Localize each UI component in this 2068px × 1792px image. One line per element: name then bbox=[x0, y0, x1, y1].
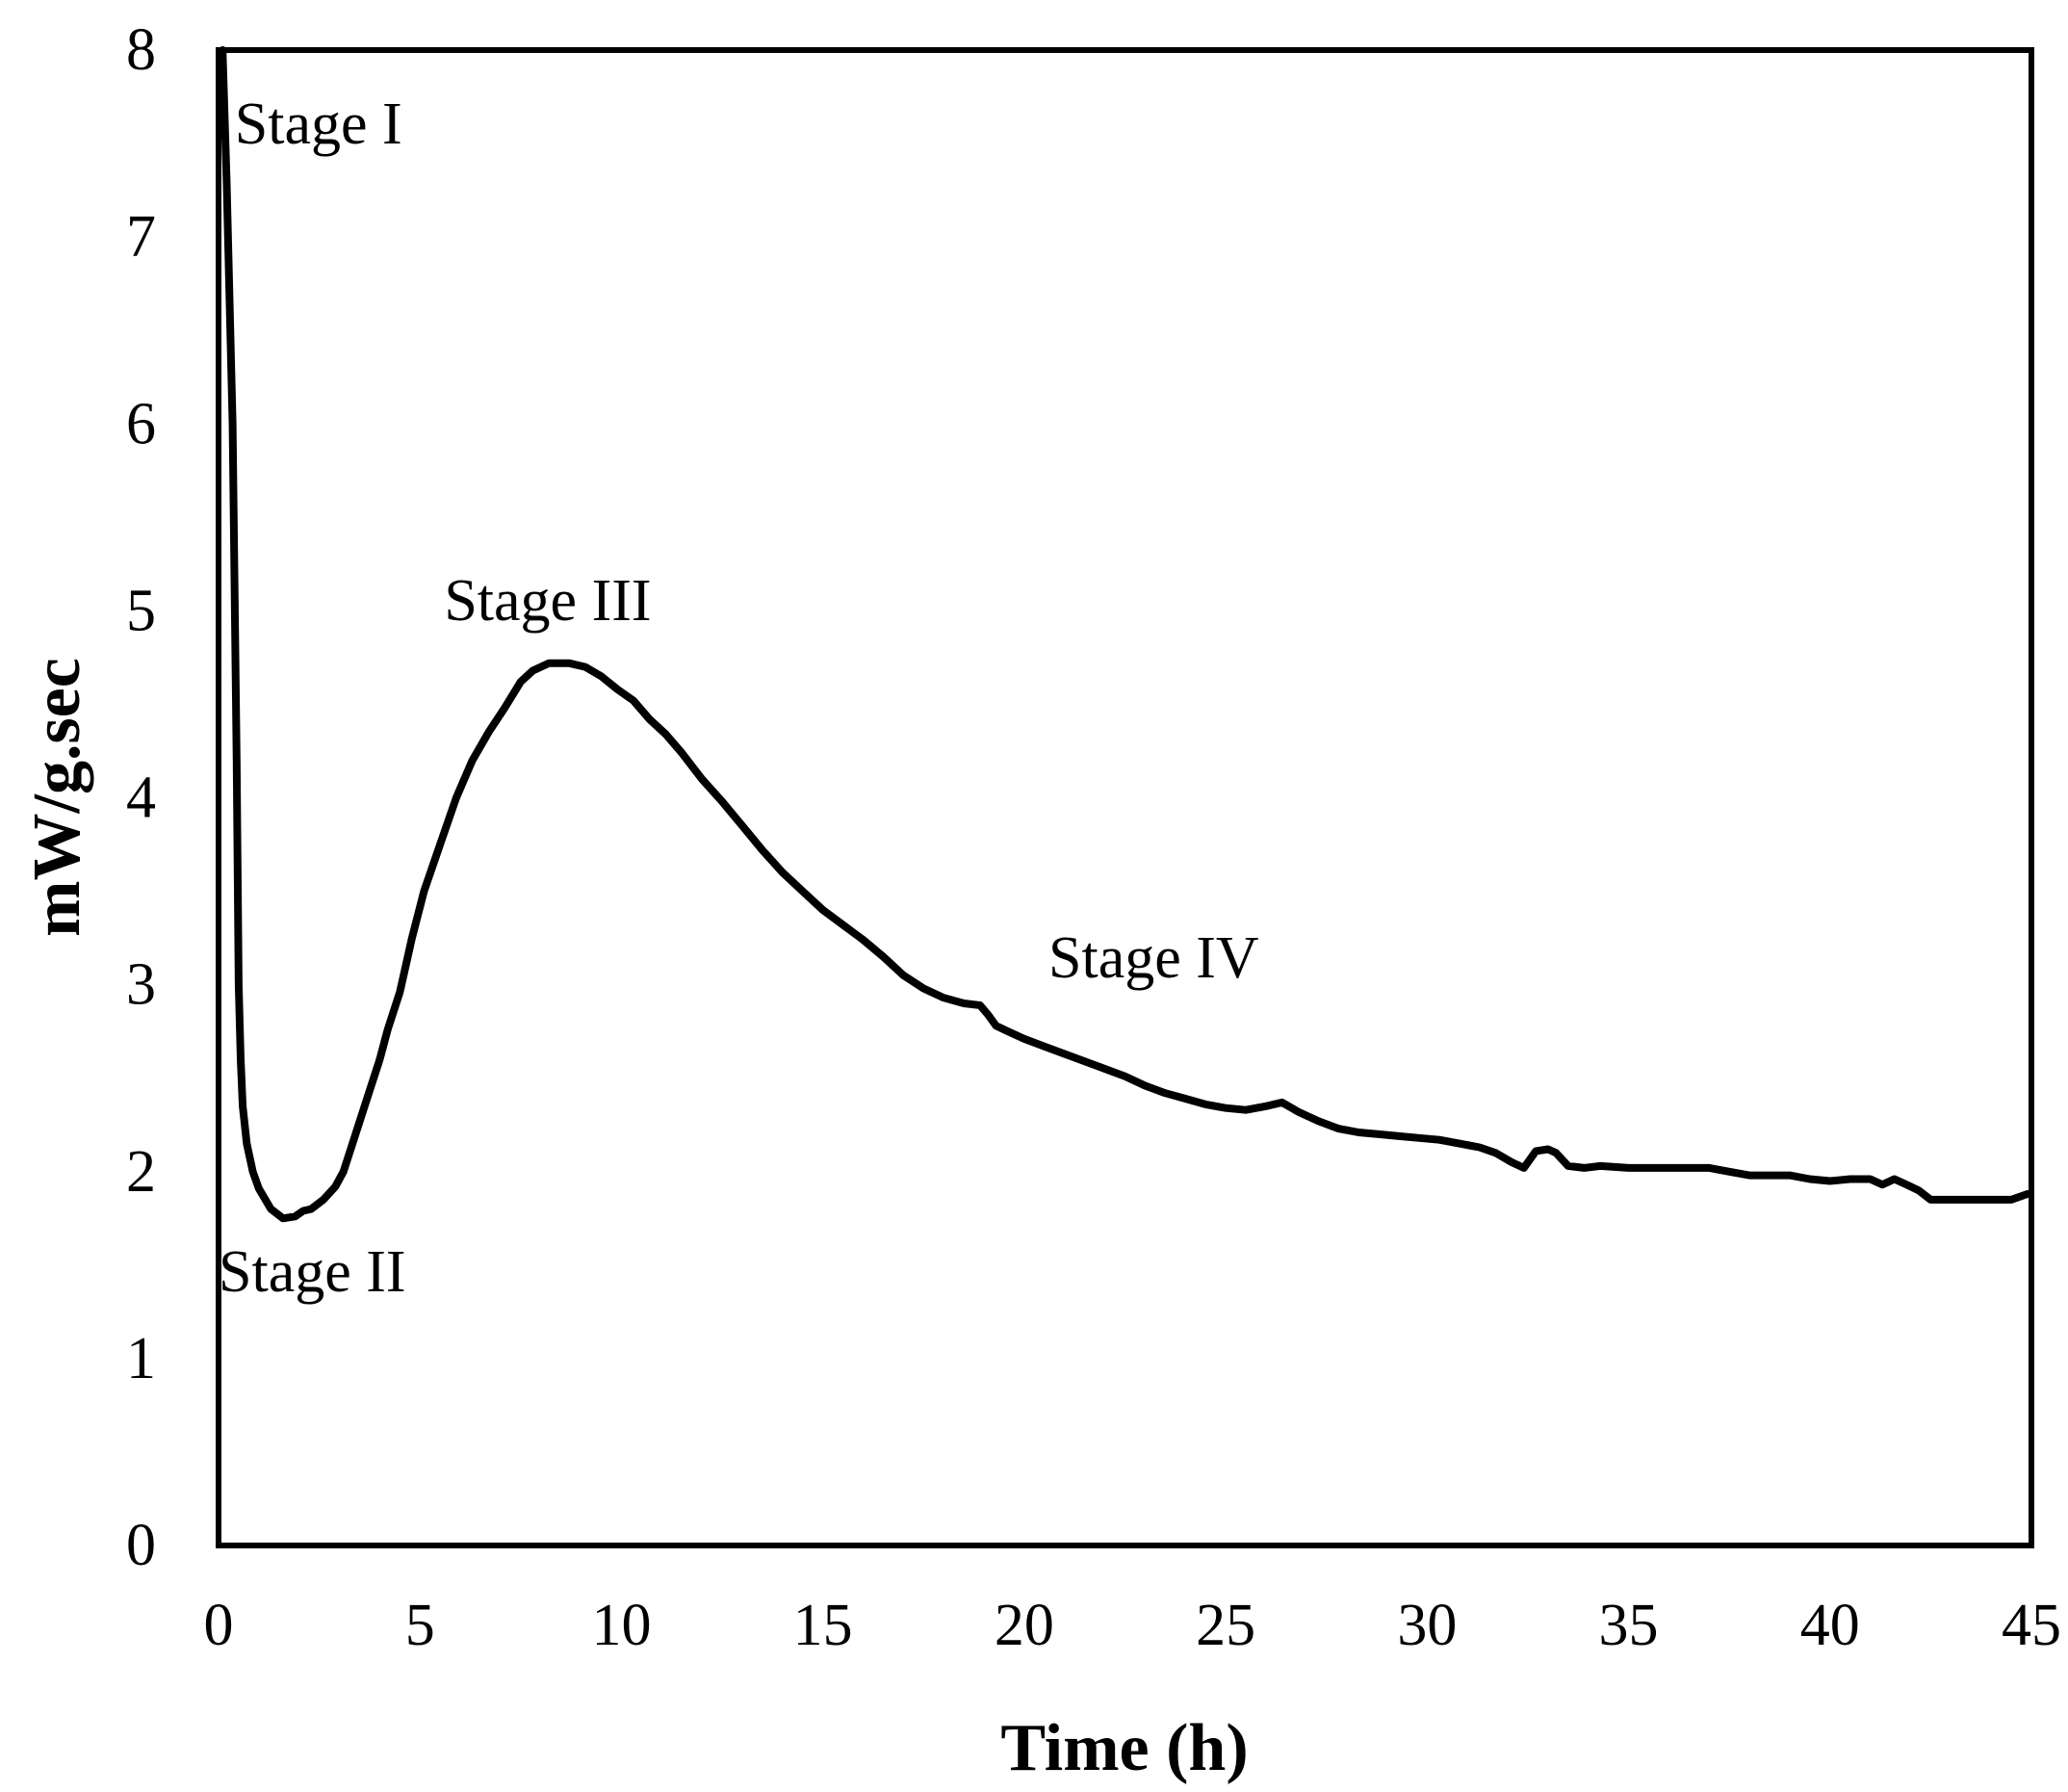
y-tick-label: 5 bbox=[126, 578, 156, 643]
stage-annotation: Stage I bbox=[235, 91, 402, 157]
y-tick-label: 2 bbox=[126, 1139, 156, 1205]
stage-annotation: Stage IV bbox=[1048, 925, 1259, 991]
annotations: Stage I Stage II Stage III Stage IV bbox=[219, 91, 1259, 1305]
stage-annotation: Stage II bbox=[219, 1239, 406, 1305]
x-tick-label: 45 bbox=[2002, 1593, 2061, 1658]
y-axis-label: mW/g.sec bbox=[20, 658, 94, 937]
x-tick-label: 15 bbox=[793, 1593, 853, 1658]
y-tick-label: 7 bbox=[126, 204, 156, 270]
x-tick-label: 10 bbox=[591, 1593, 651, 1658]
stage-annotation: Stage III bbox=[444, 568, 651, 634]
y-tick-label: 6 bbox=[126, 391, 156, 456]
x-tick-label: 0 bbox=[204, 1593, 234, 1658]
y-tick-label: 4 bbox=[126, 766, 156, 831]
plot-area-frame bbox=[216, 47, 2034, 1548]
x-tick-label: 20 bbox=[995, 1593, 1054, 1658]
x-axis-label: Time (h) bbox=[1000, 1711, 1248, 1785]
y-tick-label: 8 bbox=[126, 17, 156, 83]
x-tick-label: 25 bbox=[1196, 1593, 1255, 1658]
x-tick-label: 30 bbox=[1397, 1593, 1457, 1658]
x-tick-label: 40 bbox=[1800, 1593, 1860, 1658]
y-axis: 0 1 2 3 4 5 6 7 8 bbox=[126, 17, 156, 1578]
y-tick-label: 0 bbox=[126, 1513, 156, 1578]
x-tick-label: 35 bbox=[1599, 1593, 1659, 1658]
x-axis: 0 5 10 15 20 25 30 35 40 45 bbox=[204, 1593, 2062, 1658]
y-tick-label: 1 bbox=[126, 1326, 156, 1391]
x-tick-label: 5 bbox=[405, 1593, 435, 1658]
y-tick-label: 3 bbox=[126, 952, 156, 1018]
series-line bbox=[219, 46, 2031, 1223]
